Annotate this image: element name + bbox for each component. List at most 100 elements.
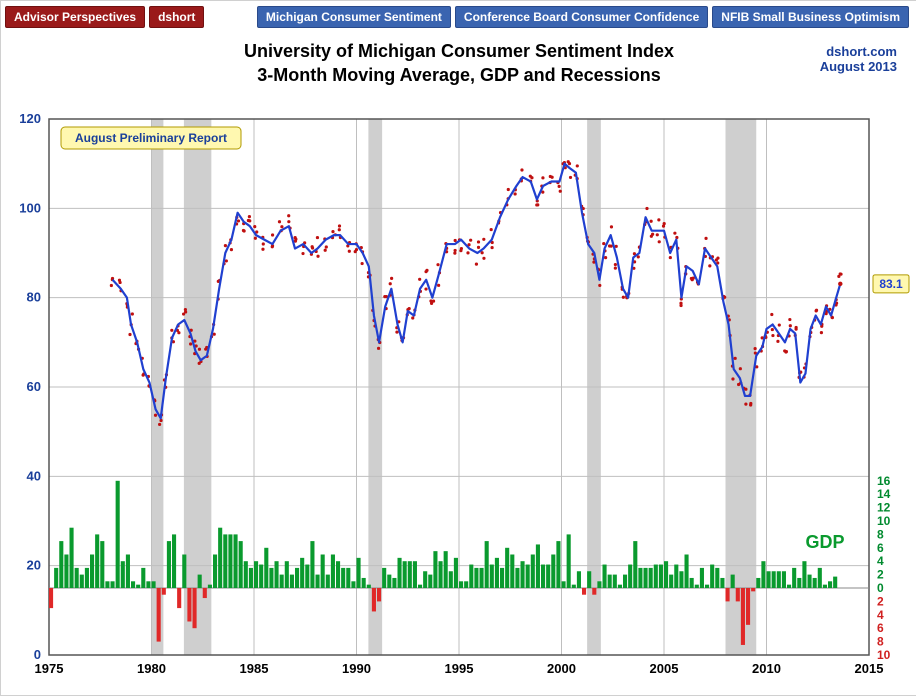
sentiment-point: [429, 299, 432, 302]
gdp-bar: [377, 588, 381, 601]
gdp-label: GDP: [805, 532, 844, 552]
gdp-bar: [562, 581, 566, 588]
sentiment-point: [815, 309, 818, 312]
sentiment-point: [610, 225, 613, 228]
gdp-bar: [239, 541, 243, 588]
gdp-bar: [111, 581, 115, 588]
sentiment-point: [159, 419, 162, 422]
sentiment-point: [287, 214, 290, 217]
gdp-axis-tick: 0: [877, 581, 884, 595]
sentiment-point: [189, 342, 192, 345]
sentiment-point: [424, 270, 427, 273]
gdp-bar: [813, 578, 817, 588]
sentiment-point: [650, 235, 653, 238]
gdp-bar: [603, 565, 607, 588]
sentiment-point: [614, 267, 617, 270]
gdp-bar: [490, 565, 494, 588]
sentiment-point: [253, 225, 256, 228]
gdp-bar: [316, 575, 320, 588]
sentiment-point: [657, 218, 660, 221]
gdp-bar: [715, 568, 719, 588]
gdp-bar: [285, 561, 289, 588]
sentiment-point: [338, 224, 341, 227]
sentiment-point: [131, 312, 134, 315]
gdp-bar: [198, 575, 202, 588]
sentiment-point: [242, 229, 245, 232]
sentiment-point: [460, 247, 463, 250]
sentiment-point: [514, 192, 517, 195]
gdp-bar: [187, 588, 191, 622]
sentiment-point: [558, 185, 561, 188]
sentiment-point: [739, 367, 742, 370]
gdp-bar: [587, 571, 591, 588]
gdp-bar: [797, 578, 801, 588]
sentiment-point: [770, 313, 773, 316]
gdp-bar: [408, 561, 412, 588]
gdp-bar: [228, 534, 232, 588]
gdp-bar: [75, 568, 79, 588]
sentiment-point: [716, 256, 719, 259]
sentiment-point: [325, 245, 328, 248]
sentiment-point: [482, 238, 485, 241]
sentiment-point: [771, 328, 774, 331]
sentiment-point: [669, 256, 672, 259]
sentiment-point: [466, 251, 469, 254]
sentiment-point: [271, 233, 274, 236]
sentiment-point: [559, 190, 562, 193]
sentiment-point: [287, 220, 290, 223]
sentiment-point: [454, 249, 457, 252]
gdp-bar: [623, 575, 627, 588]
gdp-bar: [341, 568, 345, 588]
x-axis-tick: 1990: [342, 661, 371, 676]
gdp-bar: [459, 581, 463, 588]
sentiment-point: [536, 203, 539, 206]
gdp-bar: [398, 558, 402, 588]
sentiment-point: [280, 225, 283, 228]
sentiment-point: [361, 262, 364, 265]
x-axis-tick: 2015: [855, 661, 884, 676]
gdp-bar: [254, 561, 258, 588]
gdp-bar: [690, 578, 694, 588]
gdp-bar: [700, 568, 704, 588]
sentiment-point: [331, 230, 334, 233]
sentiment-point: [614, 263, 617, 266]
gdp-axis-tick: 10: [877, 514, 891, 528]
sentiment-point: [301, 252, 304, 255]
gdp-bar: [674, 565, 678, 588]
sentiment-point: [348, 250, 351, 253]
gdp-bar: [264, 548, 268, 588]
sentiment-point: [311, 246, 314, 249]
gdp-bar: [751, 588, 755, 591]
gdp-bar: [439, 561, 443, 588]
gdp-bar: [515, 568, 519, 588]
sentiment-point: [230, 248, 233, 251]
sentiment-point: [658, 240, 661, 243]
gdp-bar: [249, 568, 253, 588]
sentiment-point: [663, 222, 666, 225]
sentiment-point: [294, 236, 297, 239]
gdp-bar: [387, 575, 391, 588]
sentiment-point: [248, 215, 251, 218]
sentiment-point: [454, 239, 457, 242]
gdp-bar: [131, 581, 135, 588]
gdp-bar: [234, 534, 238, 588]
gdp-bar: [679, 571, 683, 588]
sentiment-point: [324, 249, 327, 252]
gdp-bar: [336, 561, 340, 588]
gdp-bar: [351, 581, 355, 588]
gdp-bar: [556, 541, 560, 588]
gdp-bar: [146, 581, 150, 588]
gdp-bar: [633, 541, 637, 588]
y-axis-tick: 60: [27, 379, 41, 394]
gdp-bar: [172, 534, 176, 588]
gdp-bar: [521, 561, 525, 588]
gdp-bar: [592, 588, 596, 595]
sentiment-point: [184, 310, 187, 313]
gdp-bar: [182, 555, 186, 589]
x-axis-tick: 1980: [137, 661, 166, 676]
gdp-bar: [208, 585, 212, 588]
sentiment-point: [679, 302, 682, 305]
x-axis-tick: 2005: [650, 661, 679, 676]
gdp-bar: [392, 578, 396, 588]
sentiment-point: [316, 236, 319, 239]
